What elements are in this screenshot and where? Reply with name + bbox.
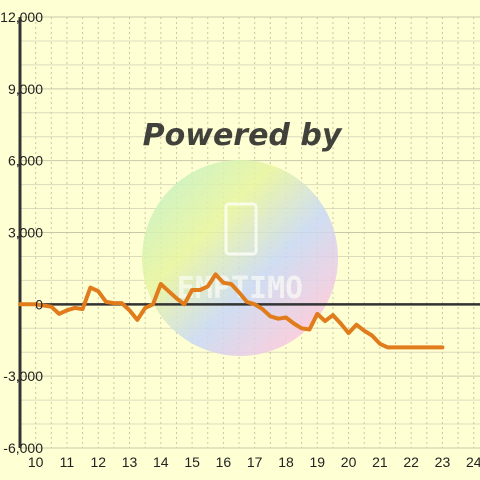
- x-tick-label: 15: [184, 454, 200, 470]
- x-tick-label: 14: [153, 454, 169, 470]
- x-tick-label: 21: [372, 454, 388, 470]
- x-tick-label: 20: [341, 454, 357, 470]
- series-layer: [18, 272, 445, 350]
- series-line: [18, 272, 445, 350]
- y-tick-label: -6,000: [3, 440, 43, 456]
- x-tick-label: 23: [435, 454, 451, 470]
- y-tick-label: -3,000: [3, 368, 43, 384]
- x-tick-label: 19: [309, 454, 325, 470]
- tick-labels: -6,000 -3,000 0 3,000 6,000 9,000 12,000 10 11 12…: [0, 9, 480, 470]
- y-tick-label: 9,000: [8, 81, 43, 97]
- x-tick-label: 11: [60, 454, 75, 470]
- watermark-logo-device-icon: [224, 202, 258, 256]
- x-tick-label: 22: [403, 454, 419, 470]
- watermark-text: Powered by: [143, 118, 343, 153]
- x-tick-label: 24: [466, 454, 480, 470]
- x-tick-label: 16: [216, 454, 232, 470]
- y-tick-label: 3,000: [8, 225, 43, 241]
- y-tick-label: 6,000: [8, 153, 43, 169]
- watermark-logo-circle: [142, 160, 338, 356]
- y-tick-label: 0: [35, 296, 43, 312]
- x-tick-label: 12: [90, 454, 106, 470]
- x-tick-label: 18: [278, 454, 294, 470]
- y-tick-label: 12,000: [0, 9, 43, 25]
- x-tick-label: 17: [247, 454, 263, 470]
- x-tick-label: 10: [28, 454, 44, 470]
- x-tick-label: 13: [122, 454, 138, 470]
